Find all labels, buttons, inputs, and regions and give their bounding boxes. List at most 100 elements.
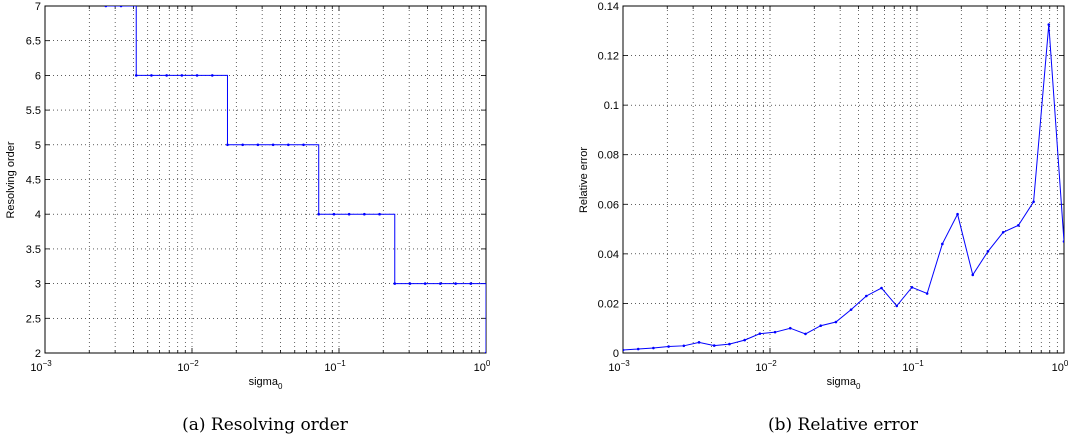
data-point (788, 326, 792, 330)
series (623, 23, 1064, 352)
data-point (667, 345, 670, 348)
y-tick-label: 3 (35, 279, 41, 291)
y-tick-label: 6.5 (26, 36, 41, 48)
data-point (393, 282, 397, 285)
data-point (971, 273, 975, 277)
data-point (819, 324, 822, 328)
y-tick-label: 4 (35, 209, 41, 221)
data-point (682, 344, 686, 348)
data-point (804, 332, 807, 336)
data-point (271, 143, 275, 147)
y-tick-label: 5 (35, 140, 41, 152)
y-tick-label: 4.5 (26, 175, 41, 187)
data-point (834, 320, 838, 324)
y-tick-label: 2.5 (26, 313, 41, 325)
data-point (1047, 23, 1051, 26)
data-point (865, 294, 868, 298)
data-point (469, 282, 473, 285)
data-point (895, 304, 899, 308)
data-point (712, 344, 716, 347)
x-tick-label: 10−1 (902, 359, 924, 374)
data-point (773, 330, 777, 334)
data-point (849, 308, 853, 311)
data-point (439, 282, 442, 285)
x-axis-label: sigma0 (249, 376, 283, 391)
data-point (910, 286, 914, 289)
y-tick-label: 0.08 (598, 150, 619, 162)
data-point (226, 143, 229, 147)
data-point (484, 351, 486, 353)
data-point (195, 74, 199, 77)
data-point (119, 6, 123, 8)
y-tick-label: 0.06 (598, 199, 619, 211)
data-point (256, 143, 260, 147)
chart-resolving-order: 10−3 10−2 10−1 100 2 2.5 3 3.5 4 4.5 5 5.5 6 6.5 7 sigm… (5, 1, 491, 435)
chart-relative-error: 10−3 10−2 10−1 10000.020.040.060.080.10.120… (578, 1, 1069, 435)
y-tick-label: 0.1 (604, 100, 619, 112)
x-tick-label: 100 (474, 359, 491, 374)
series (104, 6, 486, 353)
data-point (287, 143, 290, 147)
data-point (1017, 224, 1020, 227)
data-point (623, 348, 625, 352)
data-point (165, 74, 168, 77)
figure-caption: (b) Relative error (768, 415, 919, 435)
x-ticks: 10−3 10−2 10−1 100 (30, 6, 491, 374)
data-point (728, 342, 731, 346)
y-tick-label: 7 (35, 1, 41, 13)
data-point (697, 341, 701, 344)
data-point (956, 212, 959, 216)
data-point (652, 346, 655, 350)
y-tick-label: 0.14 (598, 1, 619, 13)
series-line (105, 6, 486, 353)
x-tick-label: 10−1 (324, 359, 346, 374)
y-tick-label: 0.12 (598, 51, 619, 63)
data-point (104, 6, 108, 8)
y-tick-label: 0.04 (598, 249, 619, 261)
y-tick-label: 2 (35, 348, 41, 360)
x-tick-label: 100 (1052, 359, 1069, 374)
data-point (378, 212, 381, 216)
data-point (1001, 230, 1005, 234)
data-point (941, 242, 944, 246)
data-point (986, 250, 990, 253)
x-tick-label: 10−3 (608, 359, 630, 374)
figure-caption: (a) Resolving order (182, 415, 349, 435)
data-point (241, 143, 244, 147)
y-tick-label: 0.02 (598, 298, 619, 310)
grid (623, 6, 1064, 353)
x-axis-label: sigma0 (827, 376, 861, 391)
axes-box (622, 5, 1065, 354)
y-tick-label: 6 (35, 70, 41, 82)
data-point (134, 74, 138, 77)
y-tick-label: 5.5 (26, 105, 41, 117)
data-point (180, 74, 184, 77)
x-ticks: 10−3 10−2 10−1 100 (608, 6, 1069, 374)
data-point (1032, 200, 1035, 204)
x-tick-label: 10−2 (177, 359, 199, 374)
data-point (408, 282, 412, 285)
data-point (347, 212, 351, 216)
series-line (623, 24, 1064, 351)
y-ticks: 2 2.5 3 3.5 4 4.5 5 5.5 6 6.5 7 (26, 1, 486, 360)
data-point (925, 292, 929, 295)
data-point (363, 212, 366, 216)
y-ticks: 0 0.02 0.04 0.06 0.08 0.1 0.12 0.14 (598, 1, 1064, 360)
data-point (758, 332, 762, 335)
data-point (302, 143, 305, 147)
y-tick-label: 0 (613, 348, 619, 360)
y-axis-label: Resolving order (5, 141, 17, 218)
y-axis-label: Relative error (578, 147, 590, 213)
data-point (423, 282, 427, 285)
data-point (743, 338, 746, 342)
data-point (454, 282, 457, 285)
data-point (210, 74, 214, 77)
data-point (317, 212, 321, 216)
data-point (636, 347, 640, 351)
x-tick-label: 10−2 (755, 359, 777, 374)
grid (45, 6, 486, 353)
data-point (1062, 240, 1064, 243)
y-tick-label: 3.5 (26, 244, 41, 256)
data-point (332, 212, 336, 216)
